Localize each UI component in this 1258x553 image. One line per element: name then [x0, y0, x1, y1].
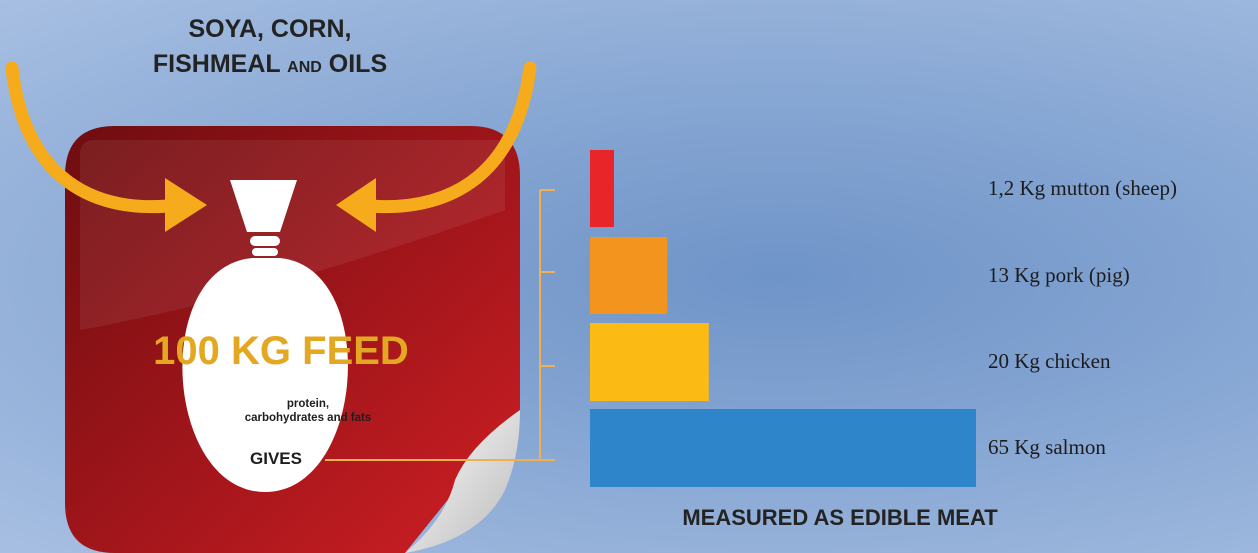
heading-line-2: FISHMEAL AND OILS [120, 47, 420, 85]
footer-note: MEASURED AS EDIBLE MEAT [682, 505, 998, 530]
bar-label-mutton: 1,2 Kg mutton (sheep) [988, 175, 1177, 200]
gives-label: GIVES [250, 449, 302, 468]
bar-chicken [590, 323, 709, 401]
heading-oils: OILS [328, 50, 388, 78]
bar-label-chicken: 20 Kg chicken [988, 349, 1111, 373]
bracket [325, 189, 555, 461]
feed-ingredients-heading: SOYA, CORN, FISHMEAL AND OILS [120, 12, 420, 85]
heading-line-1: SOYA, CORN, [188, 15, 352, 43]
feed-sack-icon [182, 180, 348, 492]
feed-description: protein, carbohydrates and fats [238, 397, 378, 425]
right-arrowhead [336, 178, 376, 232]
heading-fishmeal: FISHMEAL [152, 50, 281, 78]
bar-label-salmon: 65 Kg salmon [988, 435, 1106, 459]
feed-amount: 100 KG FEED [153, 329, 409, 373]
page-curl [405, 410, 520, 553]
input-arrows-icon [5, 61, 537, 214]
bar-pork [590, 237, 668, 314]
feed-card-graphic [5, 61, 537, 553]
left-arrowhead [165, 178, 207, 232]
feed-desc-line-2: carbohydrates and fats [244, 412, 372, 424]
bars [590, 150, 976, 487]
bar-mutton [590, 150, 614, 227]
card-shine [80, 140, 505, 330]
heading-and: AND [287, 59, 322, 76]
feed-desc-line-1: protein, [286, 398, 330, 410]
bar-salmon [590, 409, 976, 487]
bar-label-pork: 13 Kg pork (pig) [988, 262, 1130, 287]
